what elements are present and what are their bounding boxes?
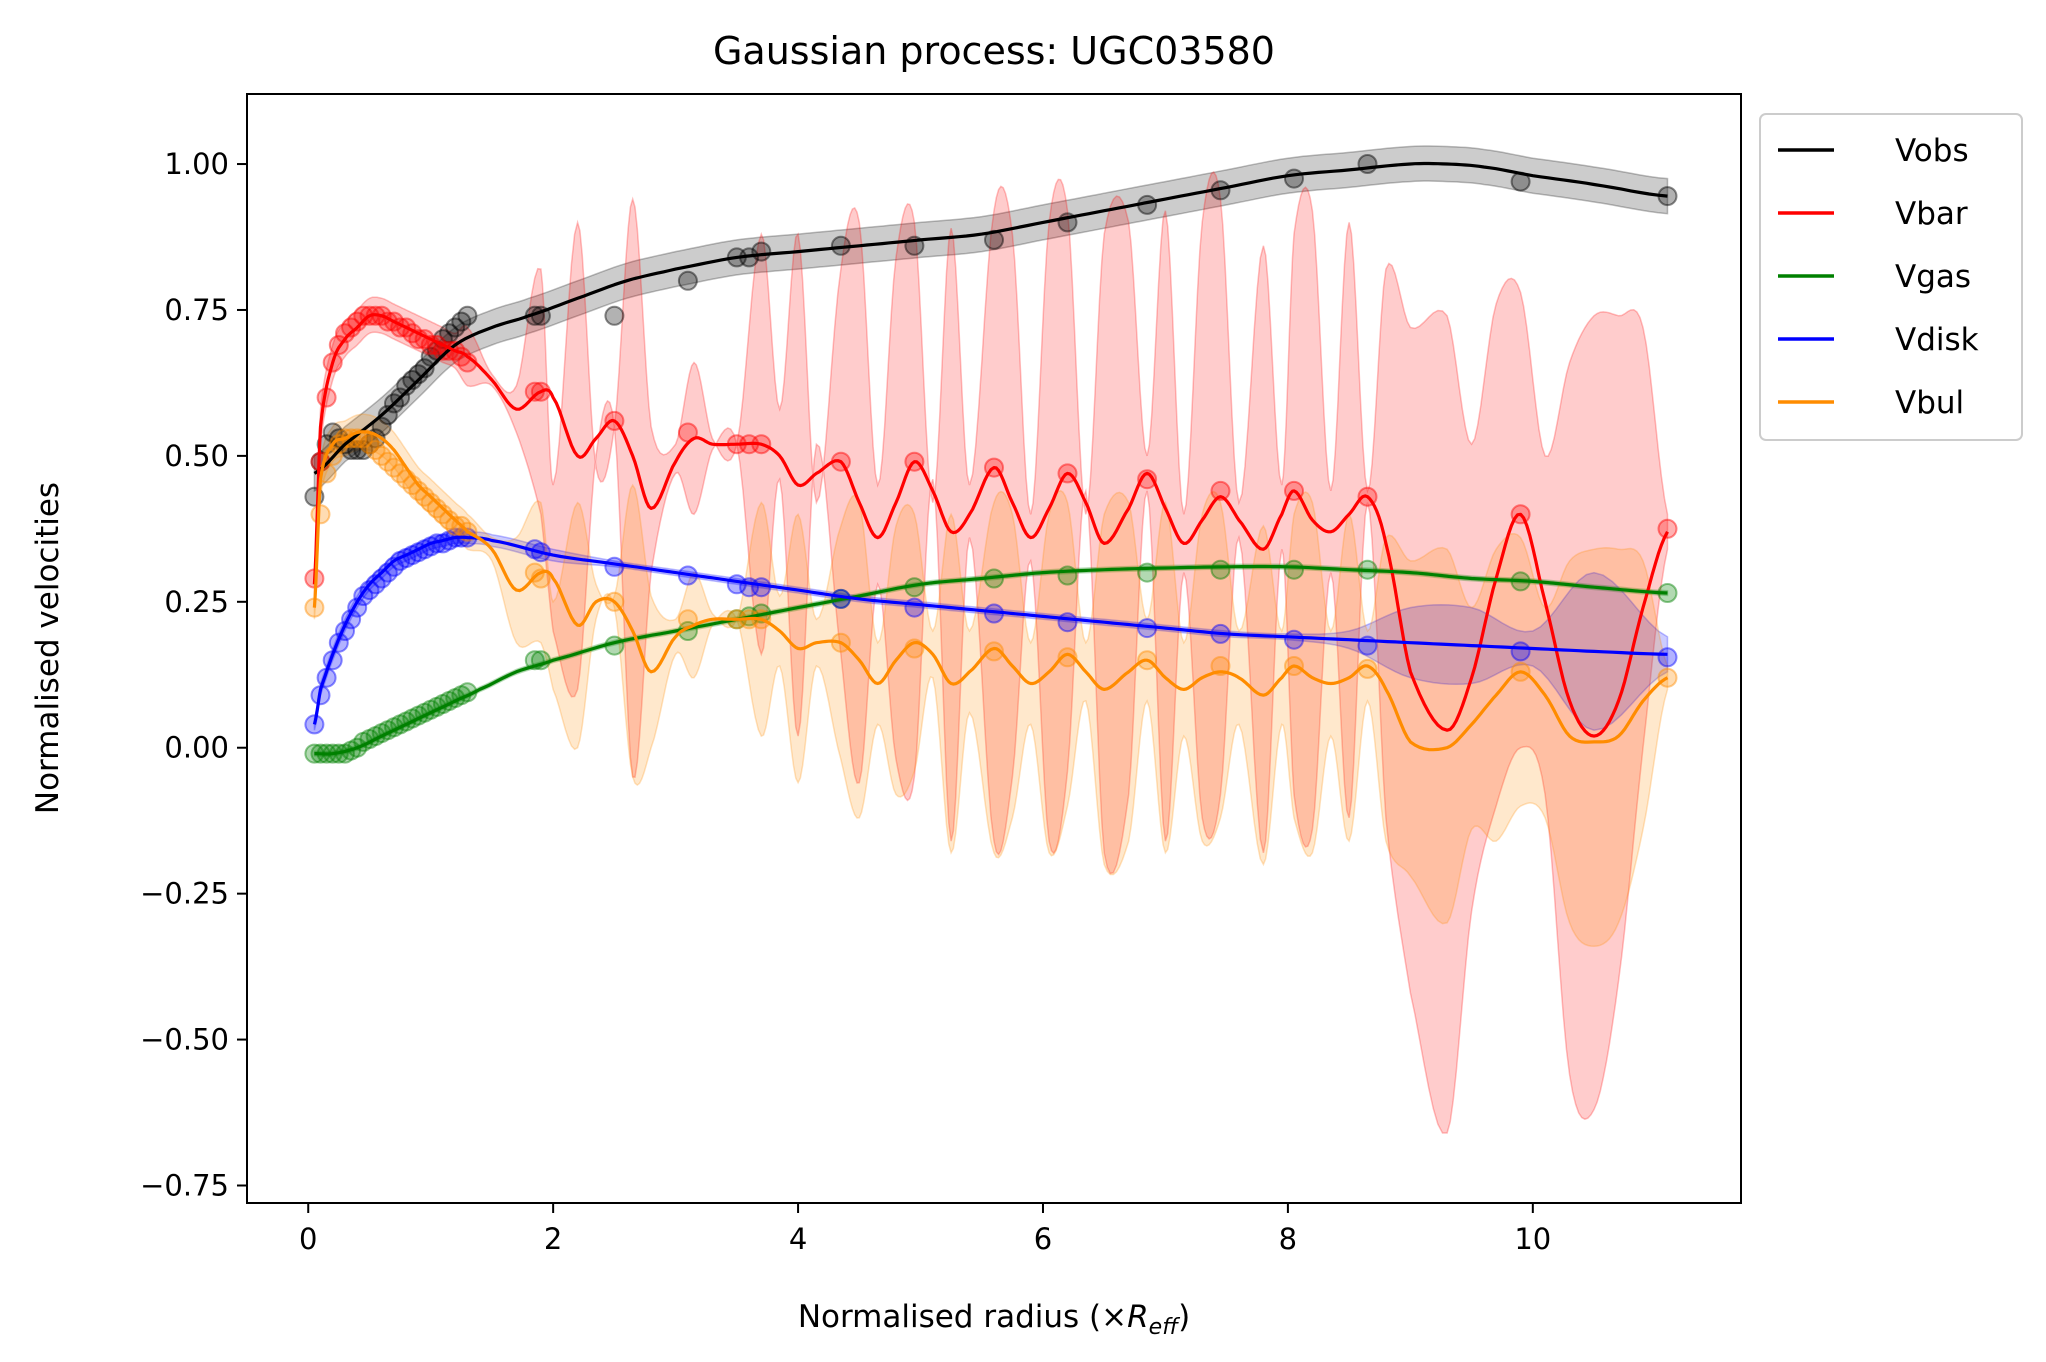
point-vdisk-36 [1057,612,1078,633]
y-axis-label: Normalised velocities [30,482,66,814]
x-axis-label-suffix: ) [1178,1299,1190,1335]
point-vobs-29 [677,270,698,291]
x-tick-label-3: 6 [1034,1222,1052,1256]
point-vdisk-10 [365,574,386,595]
point-vobs-16 [402,370,423,390]
point-vbul-11 [371,445,392,466]
point-vobs-22 [439,323,460,344]
y-tick-label-0: −0.75 [140,1168,229,1202]
legend: Vobs Vbar Vgas Vdisk Vbul [1759,113,2023,441]
point-vbar-7 [347,311,368,332]
band-vbar [313,171,1669,1134]
point-vdisk-11 [371,568,392,589]
point-vbul-12 [377,451,398,472]
y-tick-label-2: −0.25 [140,877,229,911]
point-vdisk-13 [384,556,404,577]
point-vobs-24 [451,311,472,332]
x-tick-label-2: 4 [789,1222,807,1256]
point-vdisk-42 [1657,647,1678,668]
point-vbul-13 [384,457,404,478]
x-axis-label-prefix: Normalised radius (× [798,1299,1127,1335]
legend-label-vdisk: Vdisk [1895,322,1979,358]
point-vobs-32 [751,241,772,262]
y-tick-label-4: 0.25 [164,585,229,619]
point-vobs-12 [377,405,398,425]
x-tick-label-0: 0 [299,1222,317,1256]
x-tick-label-1: 2 [544,1222,562,1256]
point-vgas-39 [1284,559,1304,580]
band-vgas [313,563,1669,758]
legend-label-vbul: Vbul [1895,385,1964,421]
point-vbul-9 [359,434,380,455]
band-vdisk [313,530,1669,731]
uncertainty-bands [313,145,1669,1134]
y-tick-label-6: 0.75 [164,293,229,327]
x-axis-ticks: 0 2 4 6 8 10 [299,1203,1551,1256]
point-vgas-38 [1210,559,1231,580]
point-vbul-38 [1210,656,1231,676]
series-lines [312,161,1669,756]
plot-frame [246,93,1742,1204]
y-tick-label-3: 0.00 [164,731,229,765]
line-vbar [312,313,1669,738]
chart-title: Gaussian process: UGC03580 [713,29,1275,73]
point-vdisk-12 [377,562,398,583]
x-axis-label-math: R [1127,1299,1149,1335]
point-vbul-23 [445,515,466,536]
legend-label-vobs: Vobs [1895,133,1969,169]
y-tick-label-1: −0.50 [140,1023,229,1057]
point-vbul-1 [310,504,331,525]
point-vobs-17 [408,364,429,385]
line-vbul [312,430,1669,752]
x-tick-label-4: 8 [1279,1222,1297,1256]
line-vgas [314,564,1668,756]
point-vbul-20 [426,498,447,519]
point-vobs-25 [457,305,478,326]
point-vbar-6 [341,317,362,338]
point-vbul-22 [439,510,460,531]
point-vdisk-34 [904,597,925,618]
legend-label-vbar: Vbar [1895,196,1968,232]
point-vbul-19 [420,492,441,513]
line-vobs [313,161,1668,475]
point-vobs-7 [347,440,368,460]
point-vbul-36 [1057,647,1078,668]
point-vdisk-9 [359,580,380,601]
point-vobs-8 [353,440,374,460]
point-vobs-18 [414,358,435,379]
point-vgas-36 [1057,565,1078,586]
point-vbul-17 [408,480,429,501]
point-vdisk-41 [1510,641,1531,662]
band-vbul [313,413,1669,947]
point-vgas-37 [1137,562,1158,583]
y-tick-label-5: 0.50 [164,439,229,473]
point-vbul-10 [365,440,386,460]
point-vbar-38 [1210,480,1231,501]
point-vbar-5 [335,323,355,344]
point-vobs-3 [322,422,343,443]
point-vobs-9 [359,434,380,455]
line-vdisk [312,535,1668,725]
band-vobs [313,145,1669,493]
legend-label-vgas: Vgas [1895,259,1971,295]
point-vbul-21 [432,504,453,525]
y-axis-ticks: −0.75 −0.50 −0.25 0.00 0.25 0.50 0.75 1.00 [140,147,247,1202]
point-vbul-35 [984,641,1004,662]
x-axis-label-sub: eff [1149,1315,1181,1340]
y-tick-label-7: 1.00 [164,147,229,181]
point-vdisk-28 [604,556,625,577]
point-vobs-11 [371,416,392,437]
point-vbar-42 [1657,518,1678,539]
legend-box [1759,113,2023,441]
x-axis-label: Normalised radius (×Reff) [798,1299,1190,1340]
point-vobs-28 [604,305,625,326]
point-vbul-18 [414,486,435,507]
point-vobs-15 [396,375,417,396]
point-vdisk-39 [1284,629,1304,650]
point-vobs-23 [445,317,466,338]
x-tick-label-5: 10 [1514,1222,1551,1256]
point-vobs-40 [1357,154,1378,174]
point-vobs-39 [1284,168,1304,189]
